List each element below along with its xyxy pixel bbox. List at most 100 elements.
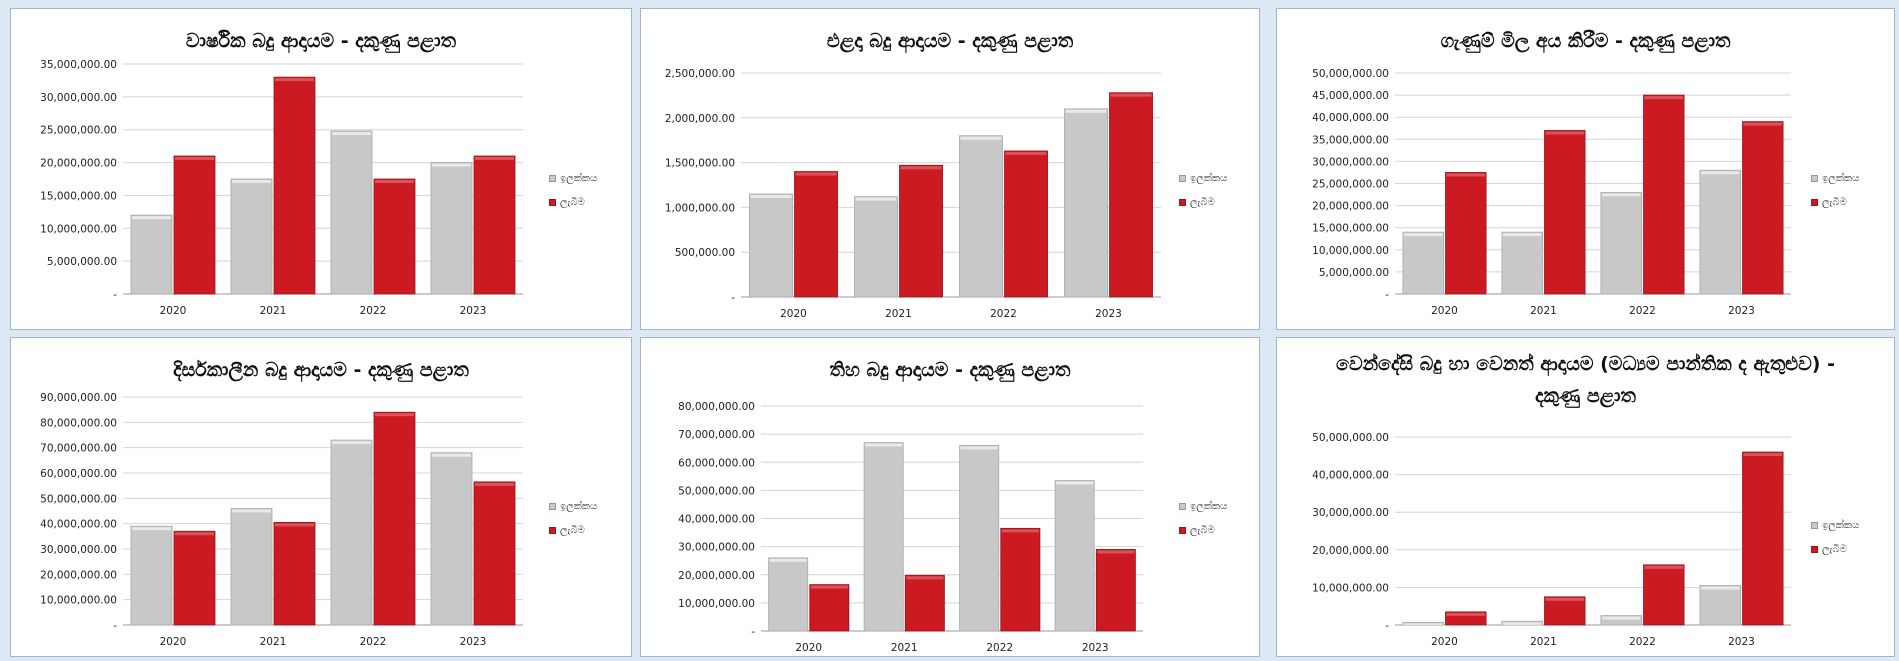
legend-label: ලැබීම [1822, 543, 1847, 555]
x-tick-label: 2020 [160, 305, 187, 317]
actual-bar-2021 [1544, 596, 1586, 626]
chart-legend: ඉලක්කය ලැබීම [549, 166, 597, 214]
actual-bar-2022 [1000, 527, 1041, 632]
actual-bar-2023 [1742, 121, 1784, 295]
target-bar-2023 [1064, 108, 1108, 298]
y-tick-label: - [113, 620, 117, 632]
y-tick-label: 10,000,000.00 [40, 595, 117, 607]
actual-bar-2021 [273, 521, 316, 626]
x-tick-label: 2020 [780, 308, 807, 320]
target-bar-2021 [230, 508, 273, 626]
bar-highlight [432, 453, 471, 457]
bar-chart-svg: - 5,000,000.00 10,000,000.00 15,000,000.00 2… [40, 59, 523, 317]
legend-swatch [1179, 502, 1186, 510]
y-tick-label: 15,000,000.00 [40, 190, 117, 202]
target-bar-2023 [1054, 480, 1095, 632]
x-tick-label: 2020 [160, 636, 187, 648]
target-bar-2020 [749, 193, 793, 298]
y-tick-label: 1,000,000.00 [665, 202, 735, 214]
chart-panel-4: දිර්සකාලීන බදු ආදායම - දකුණු පළාත - 10,000… [10, 337, 632, 657]
legend-label: ලැබීම [1190, 524, 1215, 536]
x-tick-label: 2021 [260, 636, 287, 648]
bar-highlight [175, 157, 214, 160]
bar-highlight [332, 132, 371, 136]
target-bar-2022 [1600, 615, 1642, 626]
chart-legend: ඉලක්කය ලැබීම [1811, 166, 1859, 214]
bar-highlight [232, 180, 271, 183]
bar-highlight [1644, 96, 1684, 100]
bar-highlight [900, 166, 942, 170]
target-bar-2020 [130, 525, 173, 626]
target-bar-2020 [768, 557, 809, 632]
legend-label: ඉලක්කය [560, 500, 598, 512]
legend-swatch [1811, 545, 1818, 553]
target-bar-2021 [863, 442, 904, 632]
actual-bar-2020 [794, 171, 838, 298]
target-bar-2023 [430, 452, 473, 626]
y-tick-label: - [1385, 620, 1389, 632]
bar-highlight [1446, 173, 1486, 177]
target-bar-2023 [430, 162, 473, 295]
x-tick-label: 2021 [1530, 305, 1557, 317]
legend-swatch [549, 174, 556, 182]
x-tick-label: 2023 [1095, 308, 1122, 320]
bar-highlight [795, 172, 837, 176]
y-tick-label: - [731, 292, 735, 304]
target-bar-2021 [854, 196, 898, 298]
y-tick-label: 35,000,000.00 [1312, 134, 1389, 146]
y-tick-label: 50,000,000.00 [40, 493, 117, 505]
bar-highlight [132, 527, 171, 531]
y-tick-label: 5,000,000.00 [1319, 267, 1389, 279]
actual-bar-2020 [1445, 172, 1487, 295]
x-tick-label: 2023 [1728, 305, 1755, 317]
target-bar-2020 [130, 214, 173, 295]
y-tick-label: 20,000,000.00 [1312, 545, 1389, 557]
bar-highlight [275, 78, 314, 82]
actual-bar-2021 [273, 76, 316, 295]
legend-swatch [1179, 198, 1186, 206]
x-tick-label: 2021 [885, 308, 912, 320]
y-tick-label: 20,000,000.00 [40, 158, 117, 170]
bar-highlight [132, 216, 171, 220]
actual-bar-2023 [1109, 92, 1153, 298]
target-bar-2023 [1699, 585, 1741, 626]
y-tick-label: 500,000.00 [675, 247, 735, 259]
bar-highlight [475, 157, 514, 160]
y-tick-label: 10,000,000.00 [1312, 582, 1389, 594]
bar-highlight [1700, 171, 1740, 175]
chart-legend: ඉලක්කය ලැබීම [1811, 513, 1859, 561]
bar-highlight [1056, 481, 1094, 485]
y-tick-label: 50,000,000.00 [1312, 68, 1389, 80]
y-tick-label: 30,000,000.00 [40, 544, 117, 556]
y-tick-label: 70,000,000.00 [678, 429, 755, 441]
bar-chart-svg: - 500,000.00 1,000,000.00 1,500,000.00 2,000… [665, 68, 1161, 320]
bar-highlight [1502, 233, 1542, 237]
y-tick-label: 45,000,000.00 [1312, 90, 1389, 102]
chart-title: වාර්ෂික බදු ආදායම - දකුණු පළාත [185, 30, 457, 52]
actual-bar-2022 [1643, 564, 1685, 626]
bar-highlight [375, 180, 414, 183]
actual-bar-2023 [1095, 549, 1136, 632]
chart-panel-5: තිහ බදු ආදායම - දකුණු පළාත - 10,000,000.00… [640, 337, 1260, 657]
bar-highlight [865, 443, 903, 447]
bar-highlight [810, 585, 848, 589]
bar-chart-svg: - 10,000,000.00 20,000,000.00 30,000,000.00… [40, 392, 523, 648]
bar-highlight [1601, 193, 1641, 197]
chart-panel-1: වාර්ෂික බදු ආදායම - දකුණු පළාත - 5,000,000… [10, 8, 632, 330]
y-tick-label: 40,000,000.00 [1312, 470, 1389, 482]
legend-entry: ඉලක්කය [1811, 513, 1859, 537]
x-tick-label: 2021 [1530, 636, 1557, 648]
target-bar-2022 [959, 135, 1003, 298]
actual-bar-2021 [899, 164, 943, 298]
actual-bar-2021 [904, 574, 945, 632]
x-tick-label: 2023 [460, 636, 487, 648]
chart-legend: ඉලක්කය ලැබීම [1179, 166, 1227, 214]
x-tick-label: 2021 [260, 305, 287, 317]
x-tick-label: 2023 [1728, 636, 1755, 648]
bar-highlight [769, 558, 807, 562]
bar-highlight [1097, 550, 1135, 554]
target-bar-2022 [1600, 191, 1642, 295]
bar-highlight [1545, 131, 1585, 135]
chart-title: එළදා බදු ආදායම - දකුණු පළාත [826, 30, 1074, 52]
x-tick-label: 2022 [1629, 636, 1656, 648]
